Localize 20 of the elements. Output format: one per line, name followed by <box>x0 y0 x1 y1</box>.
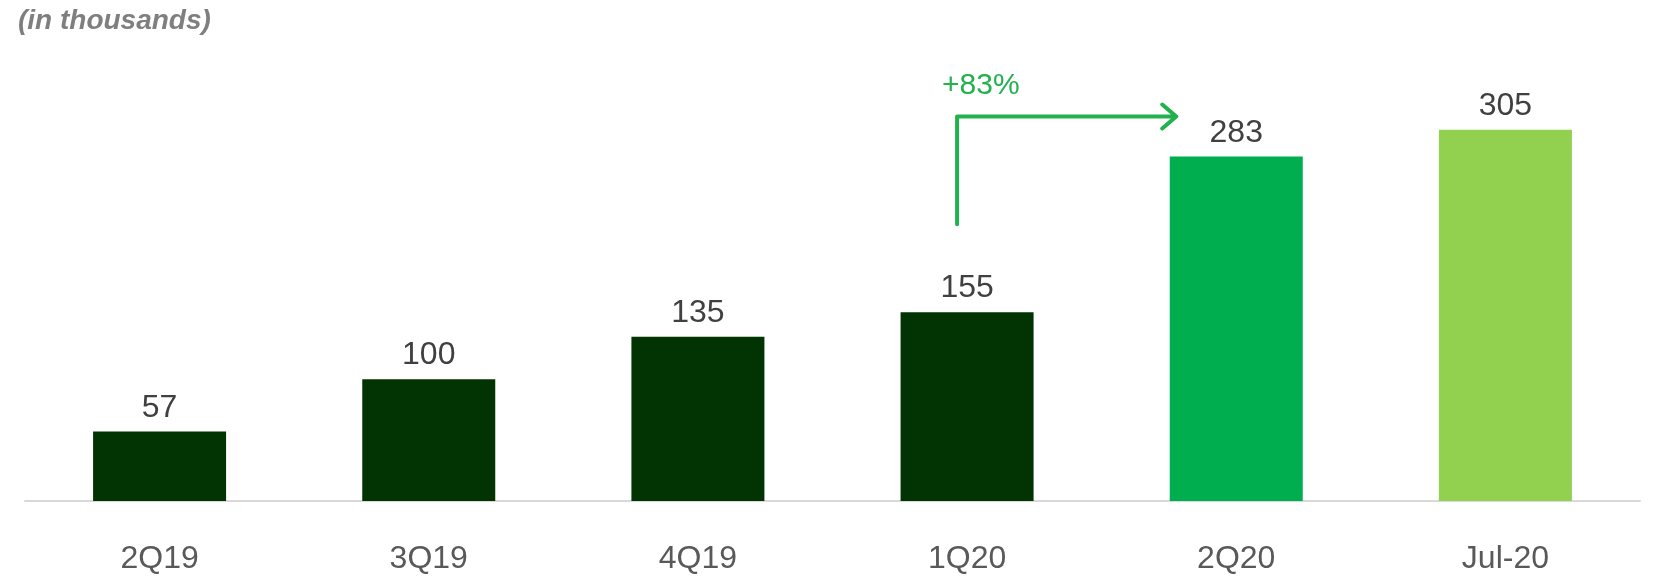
data-label: 57 <box>141 387 178 424</box>
bar <box>1169 156 1303 501</box>
x-tick-label: 2Q20 <box>1197 539 1276 575</box>
data-label: 283 <box>1209 112 1263 149</box>
data-label: 135 <box>671 292 725 329</box>
data-label: 305 <box>1478 85 1533 122</box>
x-tick-label: 3Q19 <box>389 539 468 575</box>
data-label: 100 <box>402 335 456 372</box>
bar <box>362 379 496 501</box>
x-tick-label: 1Q20 <box>927 539 1007 575</box>
x-tick-label: 2Q19 <box>120 539 199 575</box>
bar <box>631 336 765 501</box>
chart-title: (in thousands) <box>18 4 211 36</box>
bar <box>900 312 1034 501</box>
x-tick-label: 4Q19 <box>658 539 738 575</box>
bar <box>93 431 227 501</box>
data-label: 155 <box>940 268 994 305</box>
bar <box>1438 129 1572 501</box>
x-tick-label: Jul-20 <box>1461 539 1549 575</box>
text: +83% <box>942 66 1020 101</box>
